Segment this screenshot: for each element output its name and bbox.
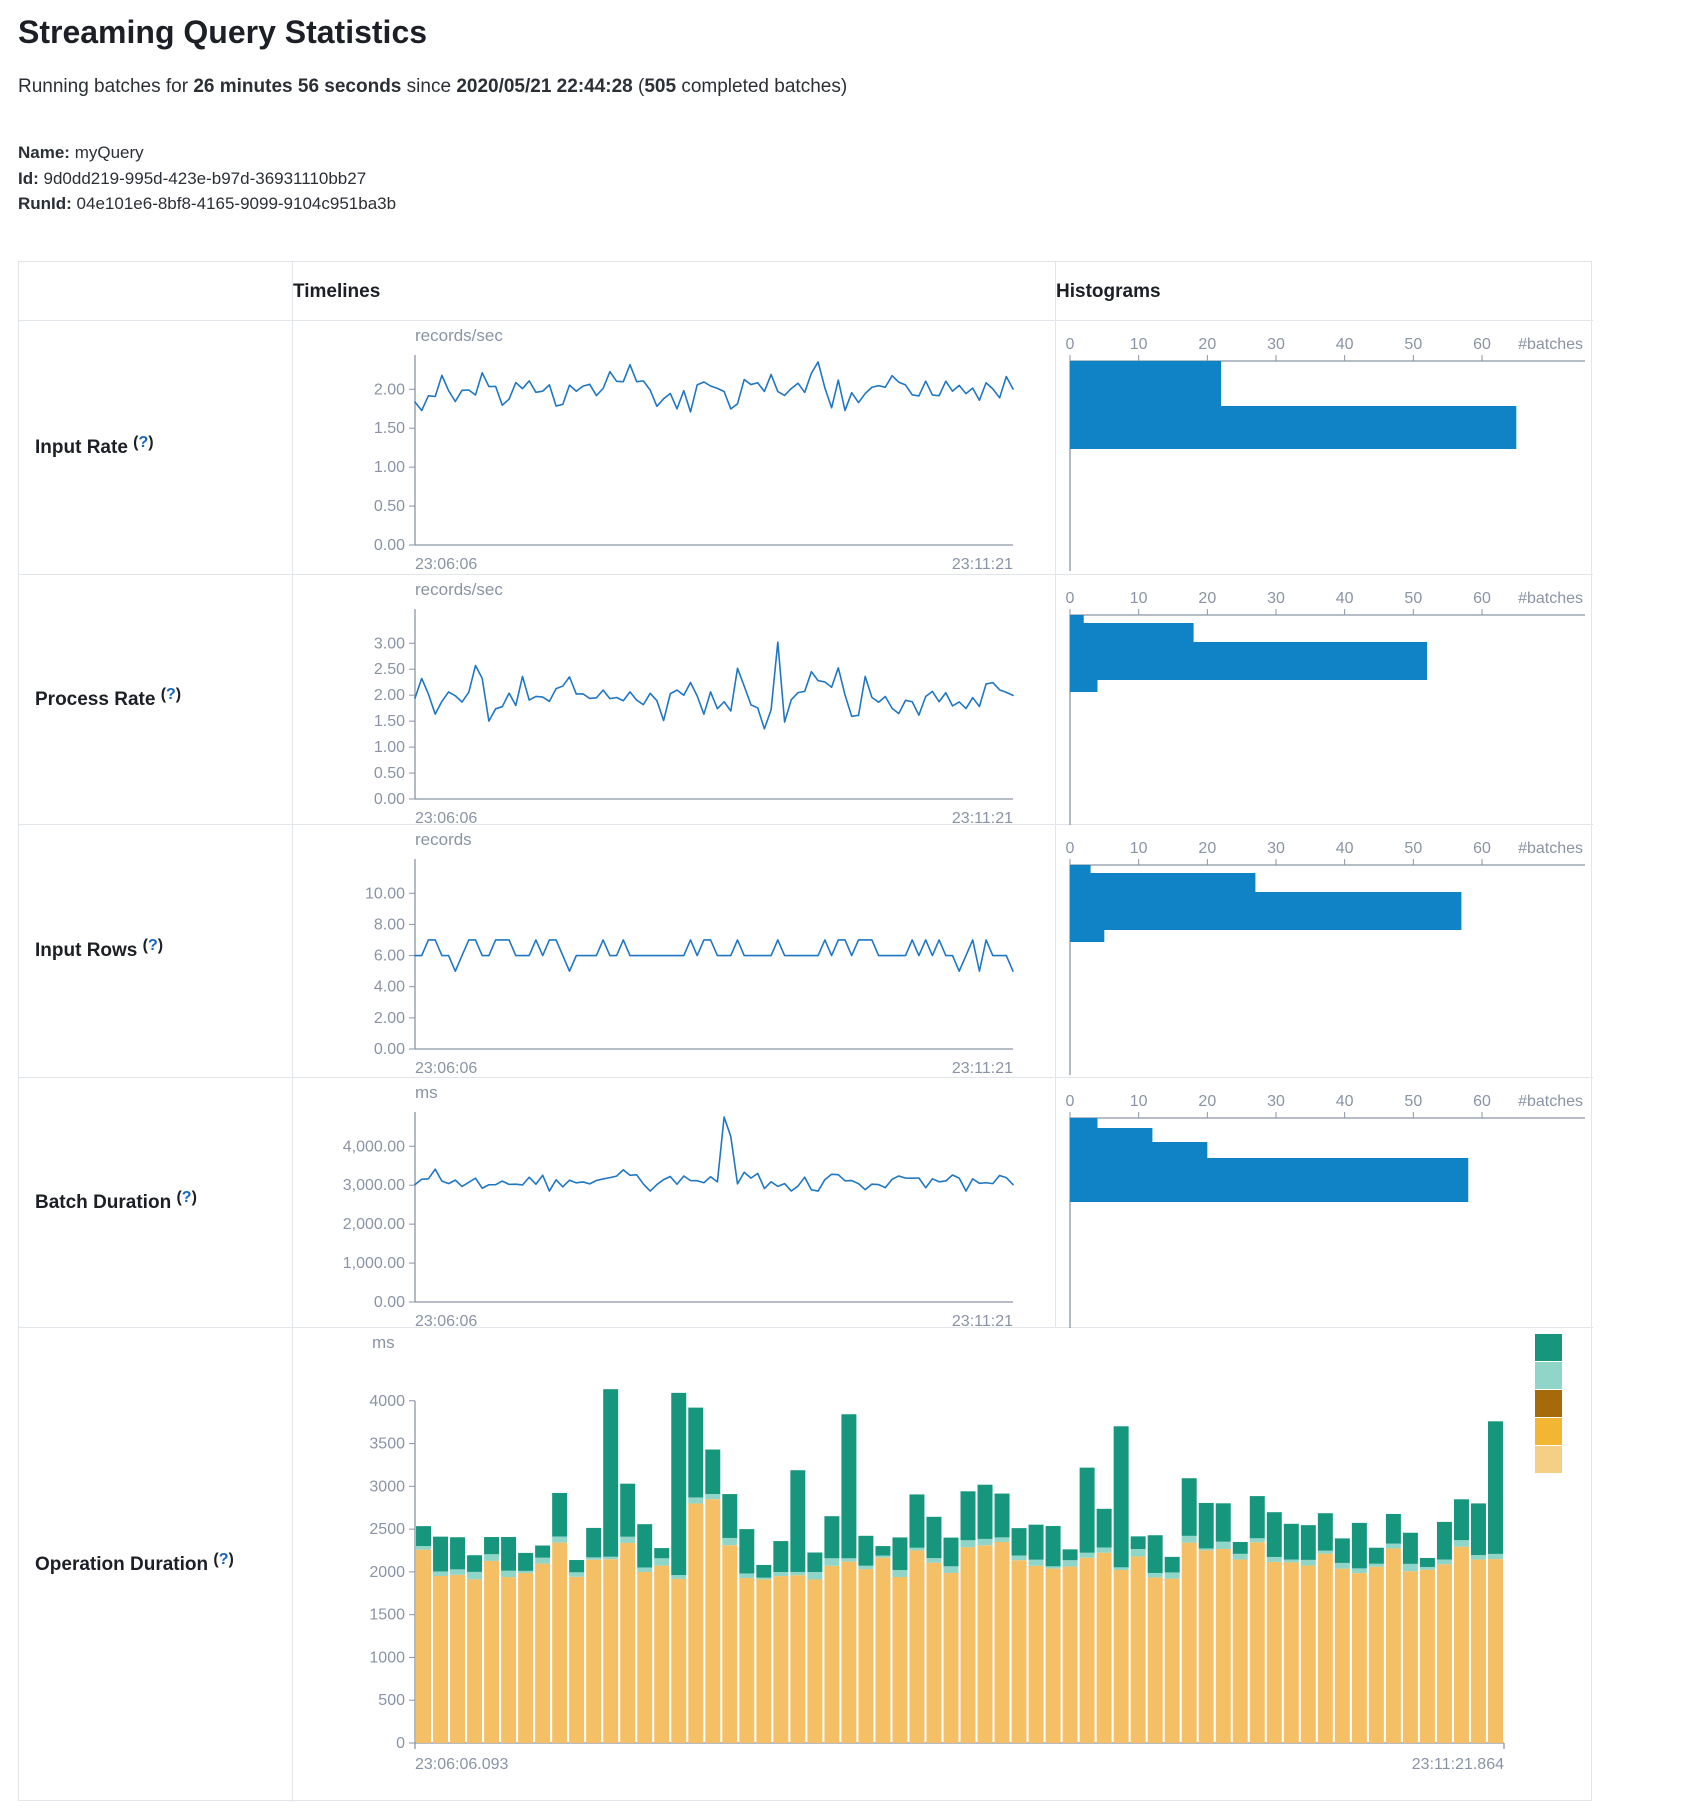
svg-text:4.00: 4.00: [374, 979, 405, 996]
svg-text:ms: ms: [415, 1083, 438, 1102]
svg-text:0.00: 0.00: [374, 791, 405, 808]
svg-text:1,000.00: 1,000.00: [343, 1255, 405, 1272]
svg-text:60: 60: [1473, 336, 1491, 353]
svg-text:30: 30: [1267, 1093, 1285, 1110]
svg-text:23:06:06: 23:06:06: [415, 556, 477, 573]
svg-text:10: 10: [1130, 336, 1148, 353]
svg-text:0: 0: [1066, 840, 1075, 857]
svg-text:10.00: 10.00: [365, 885, 405, 902]
svg-text:ms: ms: [372, 1333, 395, 1352]
svg-text:8.00: 8.00: [374, 916, 405, 933]
svg-text:0: 0: [1066, 590, 1075, 607]
svg-text:0.00: 0.00: [374, 537, 405, 554]
svg-text:50: 50: [1404, 336, 1422, 353]
svg-text:1500: 1500: [369, 1607, 405, 1624]
svg-text:4,000.00: 4,000.00: [343, 1138, 405, 1155]
svg-text:30: 30: [1267, 590, 1285, 607]
svg-text:0.00: 0.00: [374, 1041, 405, 1058]
svg-text:60: 60: [1473, 590, 1491, 607]
svg-text:1.50: 1.50: [374, 713, 405, 730]
svg-text:4000: 4000: [369, 1393, 405, 1410]
svg-text:#batches: #batches: [1518, 590, 1583, 607]
svg-text:40: 40: [1336, 840, 1354, 857]
svg-text:500: 500: [378, 1692, 405, 1709]
svg-text:23:06:06: 23:06:06: [415, 1060, 477, 1077]
svg-text:30: 30: [1267, 840, 1285, 857]
svg-text:23:11:21: 23:11:21: [952, 1060, 1013, 1077]
svg-text:10: 10: [1130, 1093, 1148, 1110]
svg-text:records/sec: records/sec: [415, 580, 503, 599]
svg-text:50: 50: [1404, 840, 1422, 857]
svg-text:50: 50: [1404, 1093, 1422, 1110]
svg-text:10: 10: [1130, 590, 1148, 607]
svg-text:3500: 3500: [369, 1436, 405, 1453]
svg-text:0: 0: [1066, 336, 1075, 353]
svg-text:2.00: 2.00: [374, 687, 405, 704]
svg-text:20: 20: [1198, 840, 1216, 857]
svg-text:2500: 2500: [369, 1521, 405, 1538]
svg-text:23:11:21.864: 23:11:21.864: [1412, 1756, 1504, 1773]
svg-text:23:06:06.093: 23:06:06.093: [415, 1756, 509, 1773]
svg-text:40: 40: [1336, 1093, 1354, 1110]
svg-text:0.50: 0.50: [374, 765, 405, 782]
svg-text:2.00: 2.00: [374, 1010, 405, 1027]
svg-text:60: 60: [1473, 840, 1491, 857]
svg-text:10: 10: [1130, 840, 1148, 857]
svg-text:2.00: 2.00: [374, 381, 405, 398]
svg-text:#batches: #batches: [1518, 840, 1583, 857]
svg-text:6.00: 6.00: [374, 948, 405, 965]
svg-text:0.50: 0.50: [374, 498, 405, 515]
svg-text:#batches: #batches: [1518, 336, 1583, 353]
svg-text:records: records: [415, 830, 472, 849]
svg-text:records/sec: records/sec: [415, 326, 503, 345]
svg-text:3.00: 3.00: [374, 635, 405, 652]
svg-text:2,000.00: 2,000.00: [343, 1216, 405, 1233]
svg-text:30: 30: [1267, 336, 1285, 353]
svg-text:0: 0: [396, 1735, 405, 1752]
svg-text:23:11:21: 23:11:21: [952, 556, 1013, 573]
svg-text:1000: 1000: [369, 1649, 405, 1666]
svg-text:3,000.00: 3,000.00: [343, 1177, 405, 1194]
svg-text:2.50: 2.50: [374, 661, 405, 678]
svg-text:40: 40: [1336, 590, 1354, 607]
svg-text:50: 50: [1404, 590, 1422, 607]
svg-text:1.00: 1.00: [374, 459, 405, 476]
svg-text:20: 20: [1198, 1093, 1216, 1110]
svg-text:2000: 2000: [369, 1564, 405, 1581]
svg-text:3000: 3000: [369, 1478, 405, 1495]
svg-text:1.50: 1.50: [374, 420, 405, 437]
svg-text:20: 20: [1198, 590, 1216, 607]
svg-text:60: 60: [1473, 1093, 1491, 1110]
svg-text:40: 40: [1336, 336, 1354, 353]
svg-text:0: 0: [1066, 1093, 1075, 1110]
svg-text:1.00: 1.00: [374, 739, 405, 756]
svg-text:0.00: 0.00: [374, 1294, 405, 1311]
svg-text:20: 20: [1198, 336, 1216, 353]
svg-text:#batches: #batches: [1518, 1093, 1583, 1110]
